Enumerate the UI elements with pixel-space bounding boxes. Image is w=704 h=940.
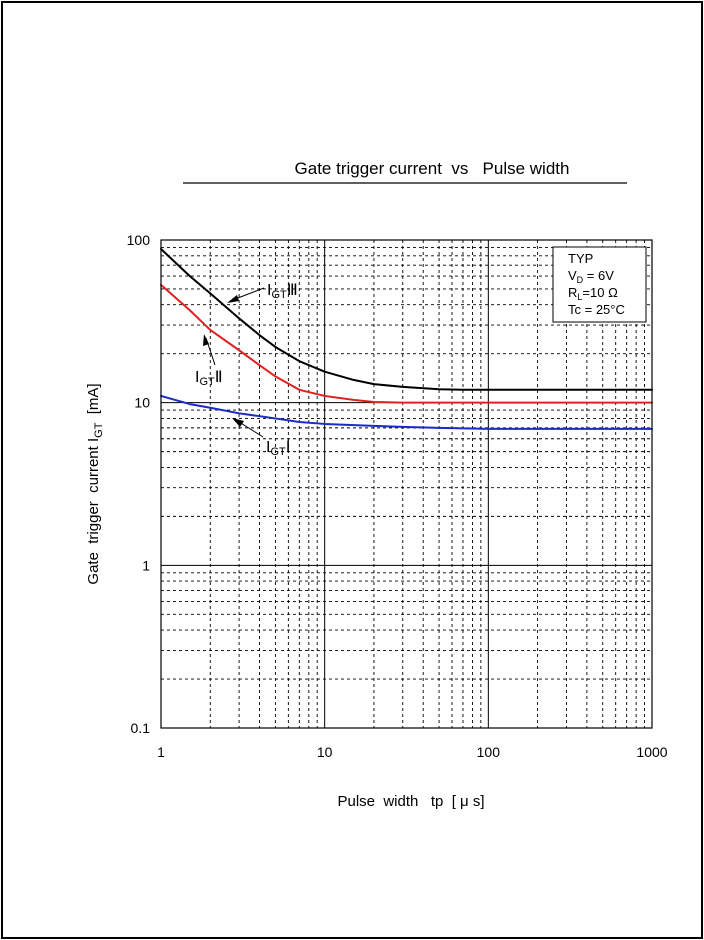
x-tick-label: 1000 — [636, 744, 667, 760]
legend-box: TYP VD = 6V RL=10 Ω Tc = 25°C — [552, 246, 647, 323]
x-ticks: 1 10 100 1000 — [157, 744, 668, 760]
y-tick-label: 10 — [134, 395, 150, 411]
series-layer — [160, 248, 653, 430]
annotation-igt3-arrowhead — [227, 295, 239, 303]
x-tick-label: 10 — [317, 744, 333, 760]
annotation-igt1-arrowhead — [232, 418, 244, 427]
y-axis-label-unit: [mA] — [85, 383, 102, 422]
x-axis-label: Pulse width tp [ μ s] — [337, 793, 484, 810]
annotation-igt1: IGTⅠ — [232, 418, 290, 458]
legend-line-typ: TYP — [568, 251, 593, 266]
y-tick-label: 0.1 — [131, 720, 151, 736]
legend-line-vd: VD = 6V — [568, 268, 614, 285]
series-line-3 — [160, 394, 653, 430]
annotation-igt3-label: IGTⅢ — [267, 282, 298, 301]
y-tick-label: 1 — [142, 557, 150, 573]
legend-line-tc: Tc = 25°C — [568, 302, 625, 317]
y-axis-label-main: Gate trigger current I — [85, 438, 102, 585]
y-ticks: 0.1 1 10 100 — [127, 232, 151, 736]
legend-line-rl: RL=10 Ω — [568, 285, 618, 302]
y-tick-label: 100 — [127, 232, 151, 248]
legend-frame — [552, 246, 647, 323]
x-tick-label: 1 — [157, 744, 165, 760]
annotation-igt2-label: IGTⅡ — [195, 369, 223, 388]
y-axis-label: Gate trigger current IGT [mA] — [85, 383, 105, 584]
plot-frame — [160, 239, 653, 729]
annotation-igt3: IGTⅢ — [227, 282, 298, 303]
chart-title: Gate trigger current vs Pulse width — [295, 159, 570, 178]
annotation-igt2: IGTⅡ — [195, 334, 223, 388]
y-axis-label-sub: GT — [93, 422, 105, 438]
annotation-igt2-arrowhead — [203, 334, 209, 346]
x-tick-label: 100 — [477, 744, 501, 760]
series-line-1 — [160, 248, 653, 391]
annotation-igt1-label: IGTⅠ — [266, 439, 290, 458]
series-line-2 — [160, 283, 653, 404]
